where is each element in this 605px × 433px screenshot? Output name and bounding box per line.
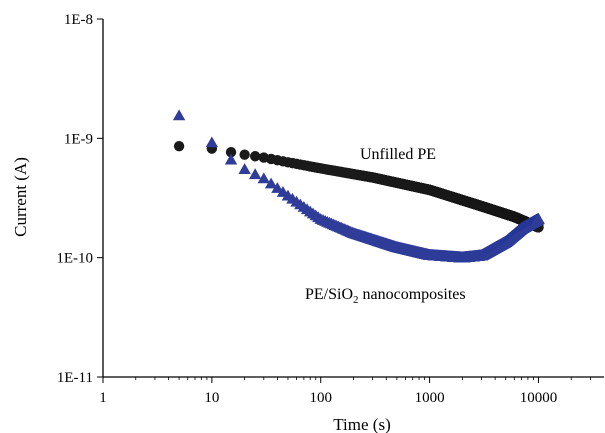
axes — [102, 19, 604, 378]
y-axis-ticks: 1E-11 1E-10 1E-9 1E-8 — [56, 12, 103, 386]
y-axis-title: Current (A) — [11, 157, 30, 237]
annotation-pe-sio2-main: PE/SiO — [305, 286, 353, 303]
series-unfilled-pe — [173, 140, 544, 233]
y-tick-label: 1E-10 — [56, 251, 93, 267]
data-point-pe-sio2 — [172, 109, 186, 121]
data-point-unfilled-pe — [225, 146, 237, 158]
x-tick-label: 1 — [99, 390, 107, 406]
x-axis-ticks: 1 10 100 1000 10000 — [99, 377, 591, 406]
y-tick-label: 1E-9 — [64, 131, 93, 147]
data-point-unfilled-pe — [239, 149, 250, 160]
data-point-pe-sio2 — [257, 172, 271, 184]
x-tick-label: 10 — [204, 390, 219, 406]
annotation-unfilled-pe: Unfilled PE — [360, 146, 436, 163]
data-point-pe-sio2 — [238, 163, 251, 174]
y-tick-label: 1E-11 — [57, 370, 93, 386]
annotation-pe-sio2-subscript: 2 — [353, 294, 359, 306]
annotation-pe-sio2-tail: nanocomposites — [359, 286, 466, 303]
series-pe-sio2-nanocomposites — [172, 109, 545, 263]
x-tick-label: 1000 — [415, 390, 445, 406]
data-point-pe-sio2 — [532, 213, 545, 224]
x-axis-title: Time (s) — [333, 415, 390, 433]
data-point-pe-sio2 — [264, 177, 278, 189]
x-tick-label: 10000 — [520, 390, 558, 406]
data-point-unfilled-pe — [173, 140, 185, 152]
data-point-pe-sio2 — [248, 168, 262, 180]
data-point-pe-sio2 — [205, 136, 219, 148]
data-point-pe-sio2 — [224, 153, 238, 165]
annotation-pe-sio2: PE/SiO2 nanocomposites — [305, 286, 466, 306]
x-tick-label: 100 — [309, 390, 332, 406]
data-point-pe-sio2 — [271, 182, 284, 193]
data-point-unfilled-pe — [249, 151, 261, 162]
y-tick-label: 1E-8 — [64, 12, 93, 28]
